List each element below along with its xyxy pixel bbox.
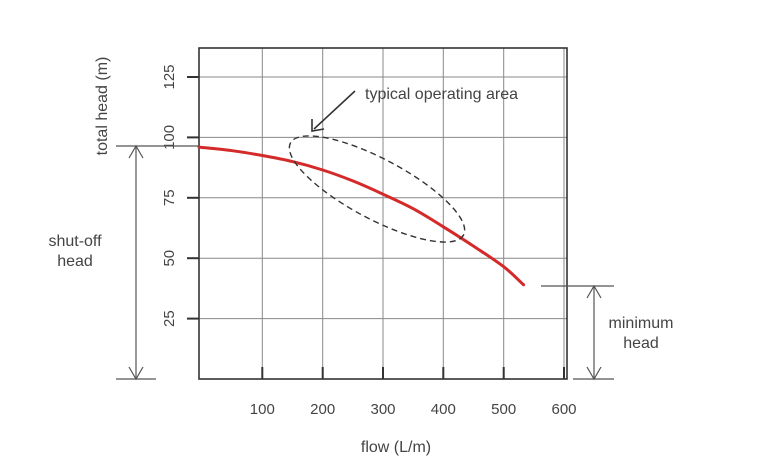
x-axis-ticks: 100 200 300 400 500 600 (250, 367, 577, 418)
x-tick-label: 200 (310, 401, 335, 418)
y-tick-label: 125 (161, 64, 178, 89)
y-tick-label: 100 (161, 125, 178, 150)
x-tick-label: 100 (250, 401, 275, 418)
x-tick-label: 500 (491, 401, 516, 418)
y-tick-label: 75 (161, 189, 178, 206)
y-tick-label: 25 (161, 310, 178, 327)
head-flow-curve (197, 145, 526, 287)
minimum-arrow-down-icon (586, 366, 602, 381)
arrow-head-icon (311, 119, 325, 132)
shutoff-label-line2: head (57, 253, 93, 270)
operating-area-arrow (313, 90, 356, 130)
x-axis-title: flow (L/m) (361, 439, 431, 456)
shutoff-arrow-down-icon (128, 366, 144, 381)
x-tick-label: 400 (431, 401, 456, 418)
y-axis-ticks: 25 50 75 100 125 (161, 64, 199, 327)
shutoff-label-line1: shut-off (48, 233, 102, 250)
y-axis-title: total head (m) (94, 57, 111, 156)
operating-area-label: typical operating area (365, 86, 518, 103)
x-tick-label: 300 (370, 401, 395, 418)
x-tick-label: 600 (551, 401, 576, 418)
operating-area-ellipse (288, 135, 466, 243)
minimum-label-line2: head (623, 335, 659, 352)
minimum-label-line1: minimum (609, 315, 674, 332)
grid-lines (199, 48, 567, 379)
shutoff-arrow-up-icon (128, 144, 144, 159)
y-tick-label: 50 (161, 250, 178, 267)
minimum-arrow-up-icon (586, 284, 602, 299)
